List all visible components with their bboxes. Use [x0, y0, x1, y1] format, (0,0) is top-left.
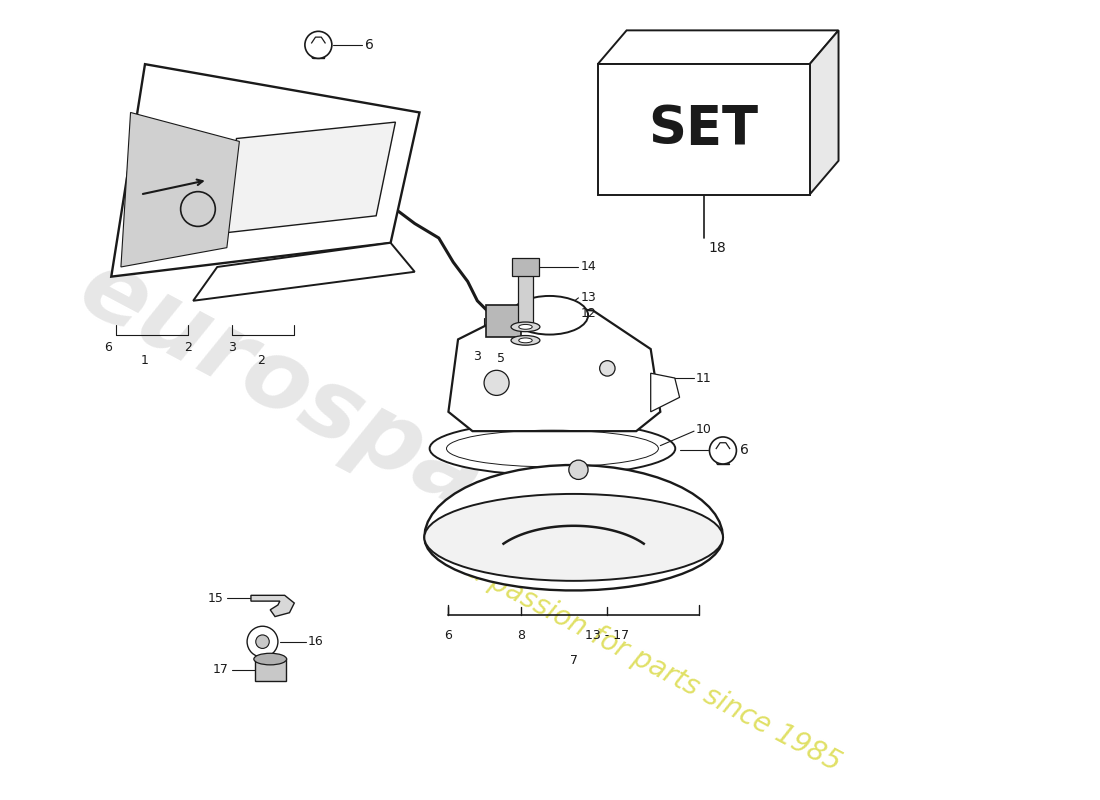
FancyBboxPatch shape [255, 658, 286, 682]
Polygon shape [251, 595, 295, 617]
Polygon shape [597, 64, 810, 194]
Text: 5: 5 [497, 352, 505, 366]
Polygon shape [121, 113, 240, 267]
Text: 11: 11 [696, 371, 712, 385]
FancyBboxPatch shape [486, 305, 520, 338]
Polygon shape [810, 30, 838, 194]
Text: 13 - 17: 13 - 17 [585, 630, 629, 642]
FancyBboxPatch shape [518, 271, 534, 326]
Polygon shape [651, 374, 680, 412]
Ellipse shape [512, 296, 588, 334]
Text: eurospares: eurospares [64, 241, 650, 612]
Text: 6: 6 [740, 443, 749, 458]
Ellipse shape [512, 335, 540, 345]
Circle shape [305, 31, 332, 58]
Text: 2: 2 [256, 354, 264, 367]
Circle shape [484, 370, 509, 395]
Circle shape [569, 460, 589, 479]
Text: 18: 18 [708, 241, 726, 254]
Text: 15: 15 [208, 592, 224, 605]
Ellipse shape [512, 322, 540, 332]
Ellipse shape [519, 325, 532, 330]
Text: 12: 12 [581, 307, 596, 320]
Ellipse shape [254, 654, 287, 665]
Text: 8: 8 [517, 630, 525, 642]
Text: 7: 7 [570, 654, 578, 667]
Text: 6: 6 [364, 38, 374, 52]
Ellipse shape [519, 338, 532, 342]
Text: SET: SET [649, 103, 759, 155]
Text: a passion for parts since 1985: a passion for parts since 1985 [462, 555, 846, 777]
Polygon shape [449, 306, 660, 431]
Text: 3: 3 [228, 341, 235, 354]
Polygon shape [111, 64, 419, 277]
Polygon shape [425, 465, 723, 590]
Polygon shape [194, 243, 415, 301]
Circle shape [248, 626, 278, 657]
Text: 10: 10 [696, 422, 712, 436]
Circle shape [710, 437, 736, 464]
Text: 1: 1 [141, 354, 149, 367]
Ellipse shape [425, 494, 723, 581]
Text: 14: 14 [581, 261, 596, 274]
Text: 13: 13 [581, 291, 596, 304]
Text: 6: 6 [444, 630, 452, 642]
Circle shape [256, 635, 270, 649]
Text: 6: 6 [104, 341, 112, 354]
Text: 17: 17 [213, 663, 229, 676]
Ellipse shape [430, 422, 675, 475]
Text: 2: 2 [185, 341, 192, 354]
Polygon shape [597, 30, 838, 64]
Polygon shape [222, 122, 395, 233]
Text: 16: 16 [308, 635, 323, 648]
FancyBboxPatch shape [512, 258, 539, 276]
Circle shape [600, 361, 615, 376]
Text: 3: 3 [473, 350, 481, 363]
